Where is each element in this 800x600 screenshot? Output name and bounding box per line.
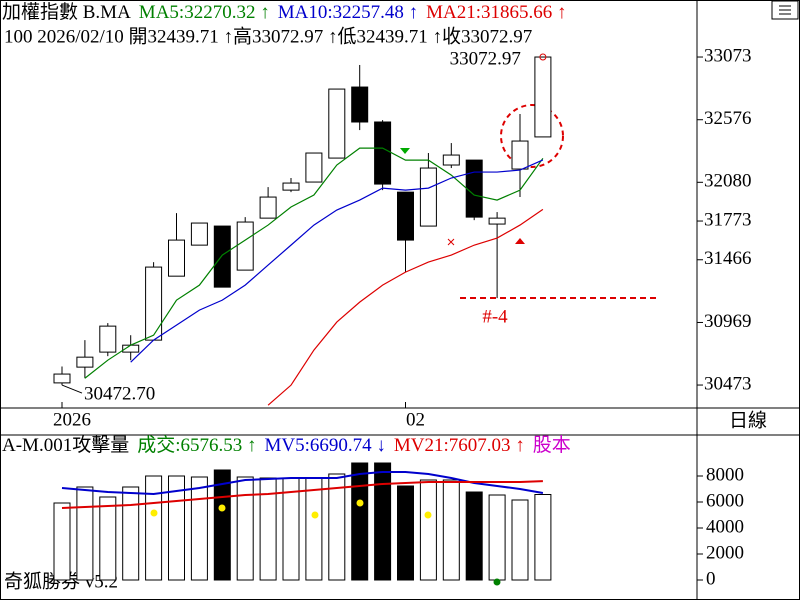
volume-bar [511,499,529,581]
volume-bar [534,494,552,581]
legend-entry: MA5:32270.32 ↑ [139,2,270,23]
high-marker [539,53,547,61]
y-tick-label: 30473 [704,373,752,394]
menu-icon [779,5,791,15]
sell-signal [400,148,410,154]
legend-entry: MV21:7607.03 ↑ [394,435,525,456]
signal-dot [150,509,158,517]
volume-bar [442,479,460,581]
candle-body [76,356,94,368]
y-tick-label: 31773 [704,209,752,230]
info-line: 100 2026/02/10 開32439.71 ↑高33072.97 ↑低32… [4,25,532,47]
ma-line [61,480,543,510]
candle-body [168,239,185,277]
signal-dot [311,511,319,519]
candle-body [534,56,552,138]
cross-signal [447,238,455,246]
volume-bar [305,477,323,581]
ma-line [61,470,544,496]
candle-body [305,152,323,183]
signal-dot [218,504,226,512]
volume-bar [465,491,483,581]
y-tick-label: 31466 [704,248,752,269]
y-tick-label: 32080 [704,171,752,192]
candle-body [236,221,254,271]
candle-body [282,182,300,191]
legend-entry: 加權指數 B.MA [2,1,131,23]
volume-bar [76,486,94,581]
volume-bar [374,462,392,581]
y-tick-label: 4000 [706,516,744,537]
candle-body [99,325,117,353]
x-tick-label: 2026 [53,409,91,430]
volume-bar [213,469,231,581]
candle-body [488,217,506,225]
y-tick-label: 2000 [706,542,744,563]
candle-body [145,266,163,341]
candle-body [190,222,208,246]
legend-entry: MA21:31865.66 ↑ [426,2,566,23]
legend-entry: MA10:32257.48 ↑ [278,2,418,23]
candle-body [465,159,483,218]
volume-bar [259,477,277,581]
high-label: 33072.97 [450,48,521,69]
legend-entry: 成交:6576.53 ↑ [137,434,256,456]
volume-bar [419,479,437,581]
y-tick-label: 0 [706,568,716,589]
legend-entry: 股本 [533,434,571,456]
candle-body [259,196,277,219]
candle-body [397,191,414,241]
ma-line [130,159,544,363]
legend: A-M.001攻擊量 成交:6576.53 ↑ MV5:6690.74 ↓ MV21:… [2,434,571,456]
candle-body [53,373,71,384]
candle-body [511,140,529,170]
mark-label: #-4 [482,306,508,327]
signal-dot [424,511,432,519]
y-tick-label: 32576 [704,108,752,129]
volume-bar [397,485,414,581]
y-tick-label: 30969 [704,311,752,332]
y-tick-label: 33073 [704,45,752,66]
candle-body [374,121,392,185]
ma-line [84,147,544,379]
volume-bar [53,502,71,581]
volume-bar [122,486,140,581]
x-tick-label: 02 [406,409,425,430]
y-tick-label: 6000 [706,490,744,511]
candle-body [419,167,437,227]
candle-body [351,86,369,123]
candle-body [442,154,460,166]
volume-bar [190,476,208,581]
candle-body [213,225,231,288]
volume-bar [328,473,346,581]
candle-body [328,88,346,159]
legend-entry: A-M.001攻擊量 [2,434,129,456]
signal-dot [493,578,501,586]
ma-line [267,208,544,406]
buy-signal [515,238,525,244]
volume-bar [236,476,254,581]
y-tick-label: 8000 [706,464,744,485]
volume-dots [150,499,501,586]
low-label: 30472.70 [84,383,155,404]
volume-bar [351,462,369,581]
highlight-circle [500,104,564,168]
low-pointer [61,384,83,394]
volume-bar [145,475,163,581]
signal-dot [356,499,364,507]
period-label: 日線 [729,409,767,431]
volume-bar [488,494,506,581]
legend: 加權指數 B.MA MA5:32270.32 ↑ MA10:32257.48 ↑ MA… [2,1,567,23]
legend-entry: MV5:6690.74 ↓ [264,435,385,456]
volume-bar [99,496,117,581]
